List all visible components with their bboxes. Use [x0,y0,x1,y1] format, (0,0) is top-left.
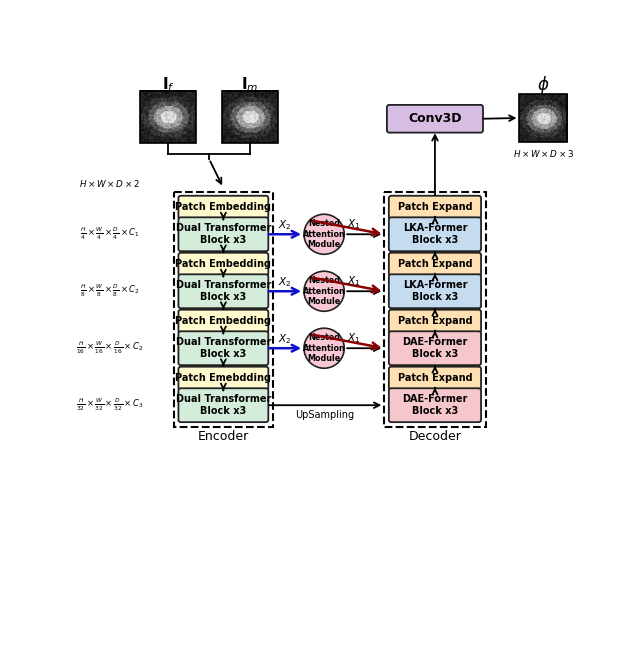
FancyBboxPatch shape [389,310,481,333]
FancyBboxPatch shape [389,253,481,276]
Text: Patch Embedding: Patch Embedding [175,202,271,213]
Text: $X_1$: $X_1$ [348,217,361,231]
Text: Patch Expand: Patch Expand [397,259,472,270]
Text: Nested
Attention
Module: Nested Attention Module [303,219,346,249]
FancyBboxPatch shape [179,331,268,365]
Text: Dual Transformer
Block x3: Dual Transformer Block x3 [176,280,271,302]
Circle shape [304,271,344,311]
FancyBboxPatch shape [389,195,481,219]
Text: $H \times W \times D \times 3$: $H \times W \times D \times 3$ [513,148,574,159]
Text: Patch Expand: Patch Expand [397,202,472,213]
FancyBboxPatch shape [389,331,481,365]
FancyBboxPatch shape [389,388,481,422]
Text: $X_2$: $X_2$ [278,218,292,232]
Bar [174,192,273,427]
Circle shape [304,328,344,368]
Text: Nested
Attention
Module: Nested Attention Module [303,276,346,306]
FancyBboxPatch shape [179,367,268,390]
Text: Patch Embedding: Patch Embedding [175,259,271,270]
FancyBboxPatch shape [179,274,268,308]
Text: Dual Transformer
Block x3: Dual Transformer Block x3 [176,337,271,359]
Text: Dual Transformer
Block x3: Dual Transformer Block x3 [176,223,271,245]
Text: LKA-Former
Block x3: LKA-Former Block x3 [403,223,467,245]
Text: $X_2$: $X_2$ [278,332,292,346]
Text: Patch Expand: Patch Expand [397,316,472,326]
Text: DAE-Former
Block x3: DAE-Former Block x3 [403,394,468,417]
Text: Conv3D: Conv3D [408,112,461,125]
Text: Patch Expand: Patch Expand [397,373,472,383]
Text: UpSampling: UpSampling [296,410,355,420]
Bar [140,91,196,144]
Text: Patch Embedding: Patch Embedding [175,316,271,326]
Bar [384,192,486,427]
Text: $X_1$: $X_1$ [348,274,361,288]
Text: $\frac{H}{32} \times \frac{W}{32} \times \frac{D}{32} \times C_3$: $\frac{H}{32} \times \frac{W}{32} \times… [76,397,143,413]
FancyBboxPatch shape [179,195,268,219]
Text: Dual Transformer
Block x3: Dual Transformer Block x3 [176,394,271,417]
Text: Nested
Attention
Module: Nested Attention Module [303,333,346,363]
Bar [222,91,278,144]
Text: $\frac{H}{16} \times \frac{W}{16} \times \frac{D}{16} \times C_2$: $\frac{H}{16} \times \frac{W}{16} \times… [76,340,143,356]
FancyBboxPatch shape [387,105,483,133]
Text: $H \times W \times D \times 2$: $H \times W \times D \times 2$ [79,178,140,189]
Text: LKA-Former
Block x3: LKA-Former Block x3 [403,280,467,302]
Text: DAE-Former
Block x3: DAE-Former Block x3 [403,337,468,359]
FancyBboxPatch shape [389,274,481,308]
FancyBboxPatch shape [179,217,268,251]
Circle shape [304,215,344,255]
Text: Decoder: Decoder [408,430,461,443]
Text: $\mathbf{I}_f$: $\mathbf{I}_f$ [162,75,175,94]
FancyBboxPatch shape [179,388,268,422]
FancyBboxPatch shape [389,217,481,251]
FancyBboxPatch shape [389,367,481,390]
Text: Encoder: Encoder [198,430,249,443]
Text: $\frac{H}{8} \times \frac{W}{8} \times \frac{D}{8} \times C_2$: $\frac{H}{8} \times \frac{W}{8} \times \… [79,283,140,299]
Bar [520,94,568,142]
FancyBboxPatch shape [179,310,268,333]
Text: $\phi$: $\phi$ [537,74,550,96]
Text: $X_2$: $X_2$ [278,275,292,289]
Text: $\mathbf{I}_m$: $\mathbf{I}_m$ [241,75,259,94]
Text: $\frac{H}{4} \times \frac{W}{4} \times \frac{D}{4} \times C_1$: $\frac{H}{4} \times \frac{W}{4} \times \… [79,226,140,243]
Text: $X_1$: $X_1$ [348,331,361,345]
Text: Patch Emebdding: Patch Emebdding [175,373,271,383]
FancyBboxPatch shape [179,253,268,276]
